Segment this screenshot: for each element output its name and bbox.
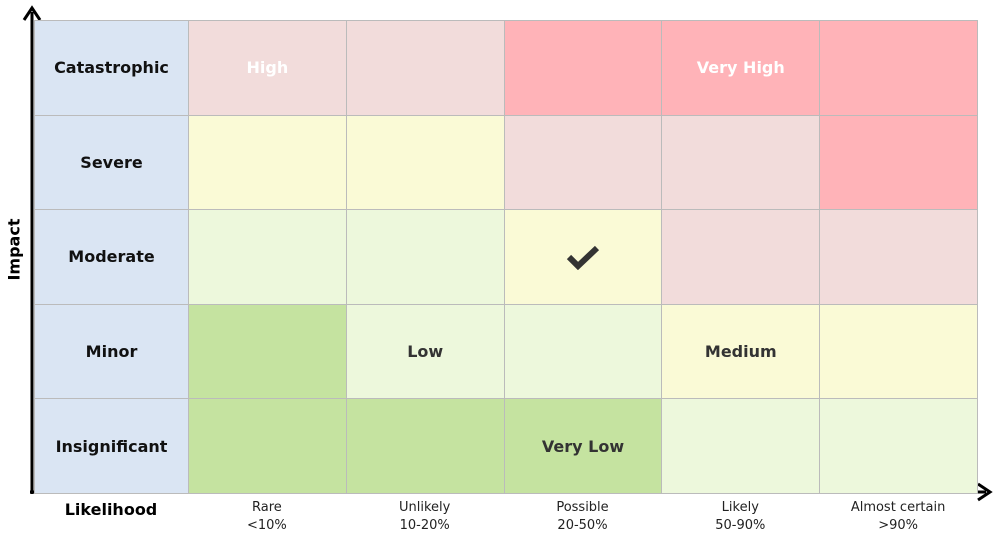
risk-cell: Very Low bbox=[503, 398, 663, 494]
risk-cell bbox=[188, 303, 347, 400]
column-label: Unlikely 10-20% bbox=[346, 499, 504, 535]
x-arrow bbox=[977, 482, 993, 502]
risk-cell bbox=[503, 20, 663, 116]
risk-cell: Very High bbox=[661, 20, 821, 116]
risk-cell bbox=[188, 398, 347, 494]
risk-cell bbox=[819, 398, 978, 494]
column-range: 50-90% bbox=[715, 518, 766, 533]
risk-cell bbox=[819, 209, 978, 305]
column-label: Almost certain >90% bbox=[819, 499, 977, 535]
column-name: Likely bbox=[721, 500, 759, 515]
y-arrow bbox=[22, 5, 42, 21]
risk-cell bbox=[819, 20, 978, 116]
risk-cell bbox=[661, 209, 821, 305]
risk-cell bbox=[661, 398, 821, 494]
column-label: Likely 50-90% bbox=[661, 499, 819, 535]
row-label: Insignificant bbox=[34, 398, 189, 494]
risk-cell bbox=[188, 209, 347, 305]
risk-cell: Medium bbox=[661, 303, 821, 400]
risk-cell bbox=[345, 114, 505, 211]
row-label: Moderate bbox=[34, 209, 189, 305]
column-name: Possible bbox=[556, 500, 609, 515]
x-axis-label: Likelihood bbox=[64, 500, 158, 519]
column-name: Almost certain bbox=[850, 500, 946, 515]
risk-cell bbox=[345, 209, 505, 305]
risk-cell bbox=[503, 209, 663, 305]
risk-cell bbox=[503, 114, 663, 211]
row-label: Catastrophic bbox=[34, 20, 189, 116]
column-label: Rare <10% bbox=[188, 499, 346, 535]
column-range: 20-50% bbox=[557, 518, 608, 533]
risk-cell bbox=[345, 20, 505, 116]
risk-cell bbox=[188, 114, 347, 211]
risk-cell bbox=[345, 398, 505, 494]
risk-cell: Low bbox=[345, 303, 505, 400]
risk-cell bbox=[661, 114, 821, 211]
column-name: Unlikely bbox=[399, 500, 451, 515]
column-range: 10-20% bbox=[399, 518, 450, 533]
column-name: Rare bbox=[252, 500, 282, 515]
row-label: Severe bbox=[34, 114, 189, 211]
row-label: Minor bbox=[34, 303, 189, 400]
column-range: <10% bbox=[247, 518, 287, 533]
risk-cell bbox=[819, 114, 978, 211]
column-label: Possible 20-50% bbox=[504, 499, 662, 535]
y-axis-label: Impact bbox=[4, 218, 24, 281]
risk-cell bbox=[503, 303, 663, 400]
checkmark bbox=[566, 245, 600, 270]
risk-cell bbox=[819, 303, 978, 400]
risk-cell: High bbox=[188, 20, 347, 116]
column-range: >90% bbox=[878, 518, 918, 533]
